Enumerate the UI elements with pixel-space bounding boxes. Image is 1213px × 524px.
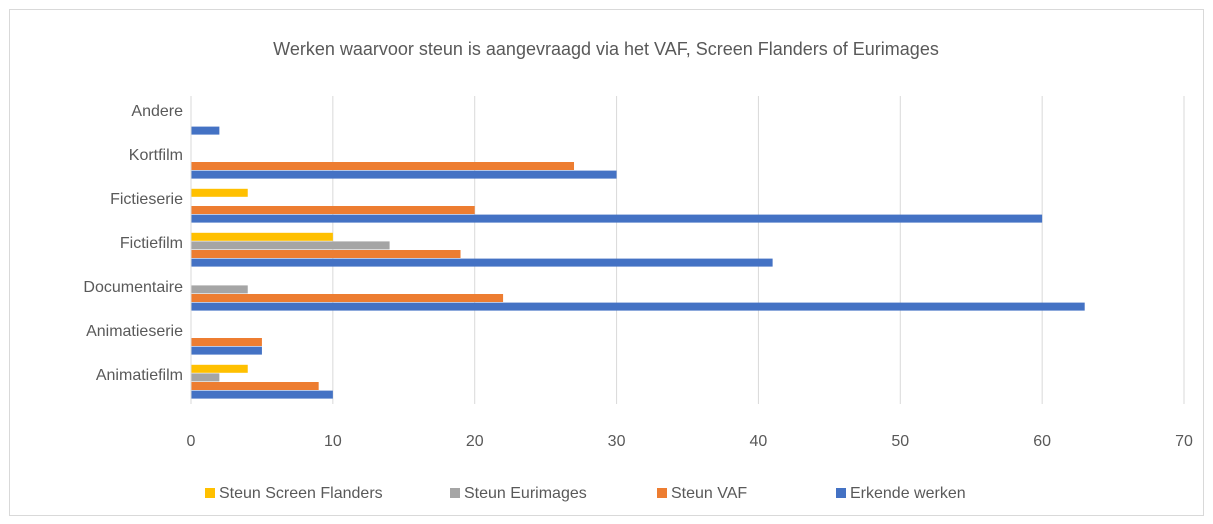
bar: [191, 373, 220, 382]
x-tick-label: 30: [608, 433, 626, 450]
legend-swatch: [450, 488, 460, 498]
legend-label: Steun Eurimages: [464, 485, 587, 502]
bar: [191, 364, 248, 373]
y-tick-label: Fictiefilm: [120, 235, 183, 252]
y-tick-label: Kortfilm: [129, 147, 183, 164]
bar: [191, 302, 1085, 311]
legend-label: Steun Screen Flanders: [219, 485, 383, 502]
bar: [191, 250, 461, 258]
x-tick-label: 50: [891, 433, 909, 450]
bar: [191, 232, 333, 241]
legend-swatch: [657, 488, 667, 498]
x-tick-label: 0: [187, 433, 196, 450]
bar: [191, 285, 248, 294]
x-tick-label: 70: [1175, 433, 1193, 450]
legend-label: Steun VAF: [671, 485, 747, 502]
legend-swatch: [205, 488, 215, 498]
bar: [191, 382, 319, 390]
bar: [191, 126, 220, 135]
y-tick-label: Documentaire: [83, 279, 183, 296]
bar: [191, 162, 575, 170]
bar: [191, 338, 262, 346]
x-tick-label: 60: [1033, 433, 1051, 450]
bar: [191, 241, 390, 250]
y-tick-label: Andere: [131, 103, 183, 120]
bar: [191, 188, 248, 197]
chart-title: Werken waarvoor steun is aangevraagd via…: [273, 39, 939, 59]
bar: [191, 170, 617, 179]
bar: [191, 214, 1043, 223]
x-tick-label: 20: [466, 433, 484, 450]
x-tick-label: 10: [324, 433, 342, 450]
legend-label: Erkende werken: [850, 485, 966, 502]
y-tick-label: Animatieserie: [86, 323, 183, 340]
y-tick-label: Animatiefilm: [96, 367, 183, 384]
legend-swatch: [836, 488, 846, 498]
bar: [191, 390, 333, 399]
bar: [191, 346, 262, 355]
y-tick-label: Fictieserie: [110, 191, 183, 208]
bar: [191, 294, 504, 302]
x-tick-label: 40: [750, 433, 768, 450]
bar: [191, 258, 773, 267]
bar: [191, 206, 475, 214]
